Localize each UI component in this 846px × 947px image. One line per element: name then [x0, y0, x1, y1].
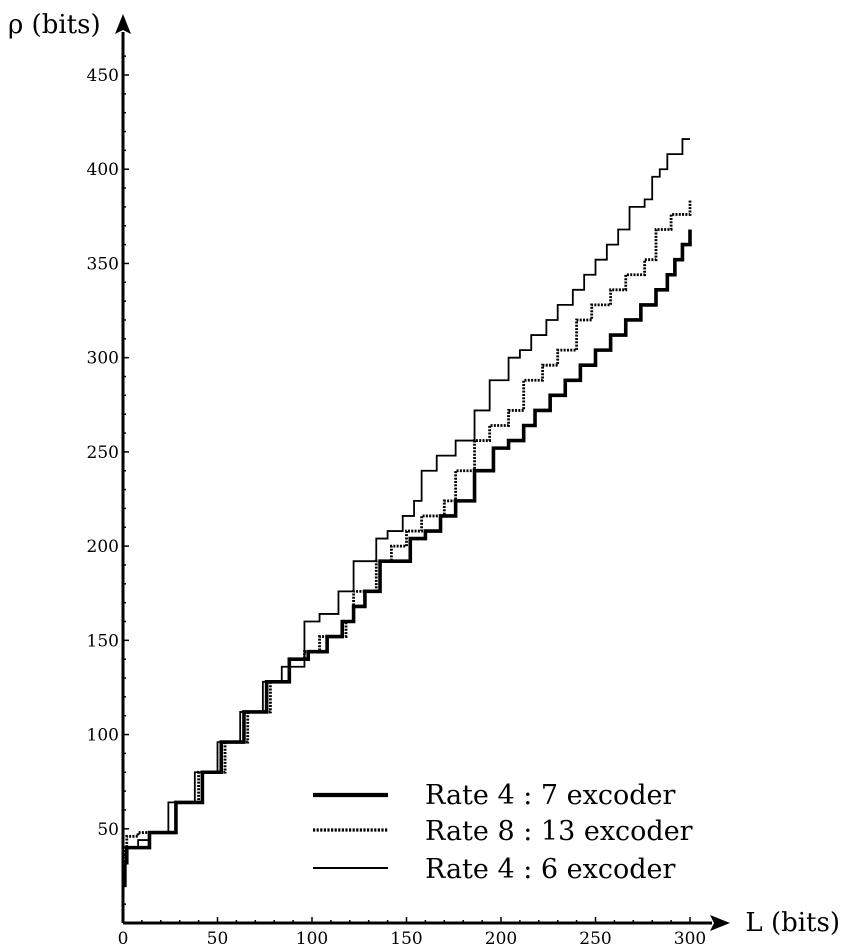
x-tick-label: 200	[485, 929, 517, 947]
x-axis-label: L (bits)	[745, 908, 840, 938]
y-tick-label: 50	[97, 820, 119, 840]
x-axis-arrow-icon	[710, 915, 730, 931]
x-tick-label: 250	[579, 929, 611, 947]
x-tick-label: 300	[674, 929, 706, 947]
series-line-1	[123, 199, 692, 868]
legend-label-rate-4-7: Rate 4 : 7 excoder	[425, 780, 676, 811]
x-tick-label: 150	[390, 929, 422, 947]
y-tick-label: 100	[87, 726, 119, 746]
x-ticks: 0 50 100 150 200 250 300	[118, 917, 706, 947]
x-tick-label: 100	[296, 929, 328, 947]
legend: Rate 4 : 7 excoder Rate 8 : 13 excoder R…	[313, 780, 693, 885]
series-layer	[123, 138, 692, 888]
y-tick-label: 400	[87, 160, 119, 180]
y-tick-label: 450	[87, 66, 119, 86]
legend-label-rate-8-13: Rate 8 : 13 excoder	[425, 816, 693, 847]
x-tick-label: 50	[207, 929, 229, 947]
series-line-2	[123, 138, 690, 857]
y-tick-label: 300	[87, 349, 119, 369]
y-tick-label: 150	[87, 631, 119, 651]
y-tick-label: 200	[87, 537, 119, 557]
series-line-0	[123, 229, 692, 888]
y-tick-label: 250	[87, 443, 119, 463]
legend-label-rate-4-6: Rate 4 : 6 excoder	[425, 854, 676, 885]
y-tick-label: 350	[87, 254, 119, 274]
y-axis-arrow-icon	[115, 14, 131, 34]
y-ticks: 50 100 150 200 250 300 350 400 450	[87, 66, 129, 840]
y-axis-label: ρ (bits)	[8, 10, 101, 40]
x-tick-label: 0	[118, 929, 129, 947]
